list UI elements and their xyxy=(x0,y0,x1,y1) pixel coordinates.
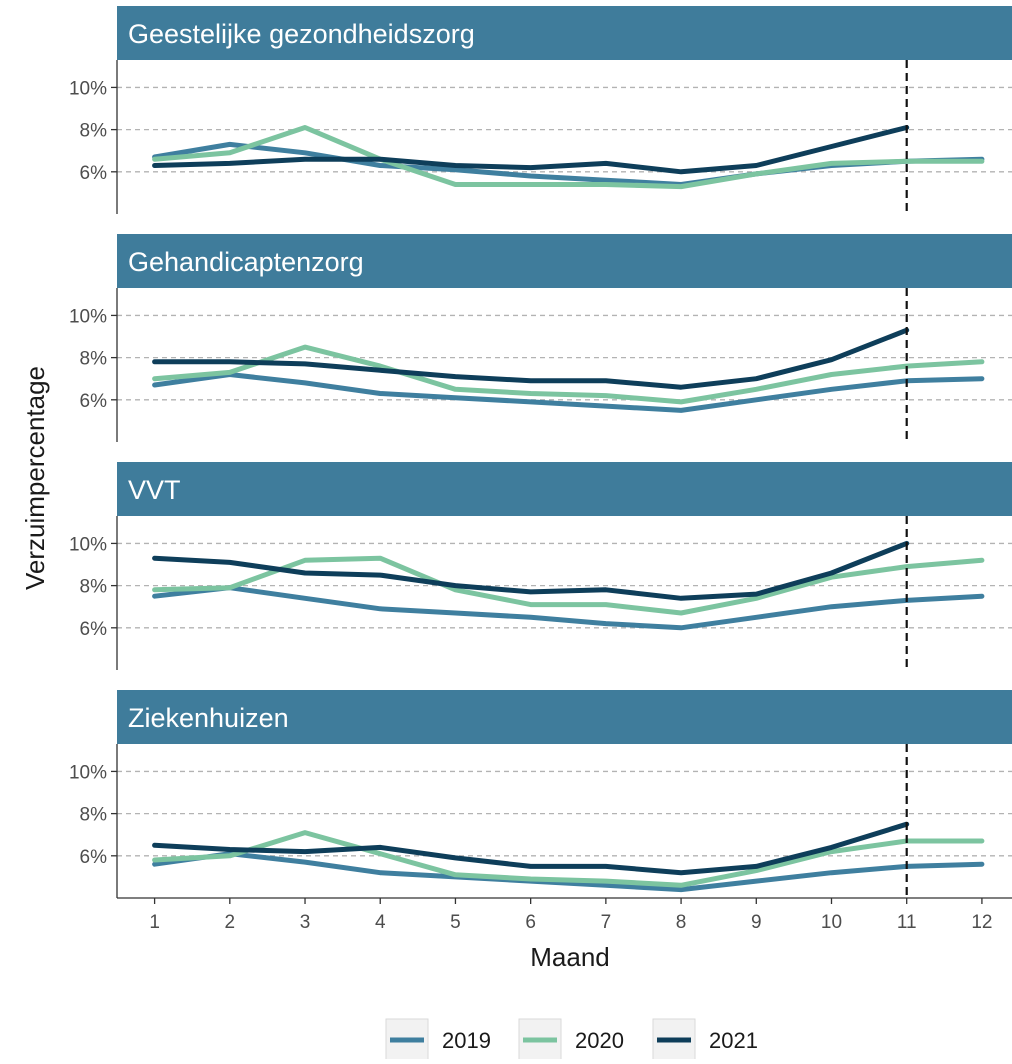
series-line-2021 xyxy=(152,327,910,390)
y-tick-label: 10% xyxy=(69,762,107,783)
legend-label: 2020 xyxy=(575,1028,624,1053)
y-tick-label: 6% xyxy=(80,619,108,640)
series-line-2020 xyxy=(152,555,985,616)
panel-strip xyxy=(117,690,1012,744)
panel-strip xyxy=(117,6,1012,60)
x-tick-label: 2 xyxy=(225,912,236,933)
x-tick-label: 12 xyxy=(971,912,992,933)
y-tick-label: 6% xyxy=(80,391,108,412)
x-tick-label: 1 xyxy=(149,912,160,933)
panel-title: Ziekenhuizen xyxy=(128,703,289,733)
y-tick-label: 8% xyxy=(80,805,108,826)
x-tick-label: 11 xyxy=(897,912,917,933)
series-line-2019 xyxy=(152,851,985,893)
series-line-2021 xyxy=(152,821,910,876)
panel-title: Gehandicaptenzorg xyxy=(128,247,364,277)
series-line-2020 xyxy=(152,344,985,405)
x-tick-label: 9 xyxy=(751,912,762,933)
x-tick-label: 5 xyxy=(450,912,461,933)
y-tick-label: 10% xyxy=(69,78,107,99)
y-tick-label: 8% xyxy=(80,577,108,598)
x-tick-label: 6 xyxy=(525,912,536,933)
panel-title: Geestelijke gezondheidszorg xyxy=(128,19,475,49)
y-tick-label: 6% xyxy=(80,163,108,184)
series-line-2021 xyxy=(152,125,910,175)
x-tick-label: 4 xyxy=(375,912,386,933)
panel-strip xyxy=(117,462,1012,516)
series-line-2020 xyxy=(152,830,985,888)
series-line-2019 xyxy=(152,585,985,631)
y-tick-label: 10% xyxy=(69,306,107,327)
y-axis-title: Verzuimpercentage xyxy=(20,366,50,590)
y-tick-label: 10% xyxy=(69,534,107,555)
legend-label: 2021 xyxy=(709,1028,758,1053)
x-tick-label: 7 xyxy=(601,912,612,933)
panel-title: VVT xyxy=(128,475,181,505)
y-tick-label: 8% xyxy=(80,349,108,370)
series-line-2019 xyxy=(152,372,985,413)
series-line-2021 xyxy=(152,540,910,601)
x-tick-label: 10 xyxy=(821,912,842,933)
x-axis-title: Maand xyxy=(530,942,610,972)
x-tick-label: 8 xyxy=(676,912,687,933)
legend-label: 2019 xyxy=(442,1028,491,1053)
y-tick-label: 8% xyxy=(80,121,108,142)
panel-strip xyxy=(117,234,1012,288)
x-tick-label: 3 xyxy=(300,912,311,933)
y-tick-label: 6% xyxy=(80,847,108,868)
series-line-2020 xyxy=(152,125,985,190)
